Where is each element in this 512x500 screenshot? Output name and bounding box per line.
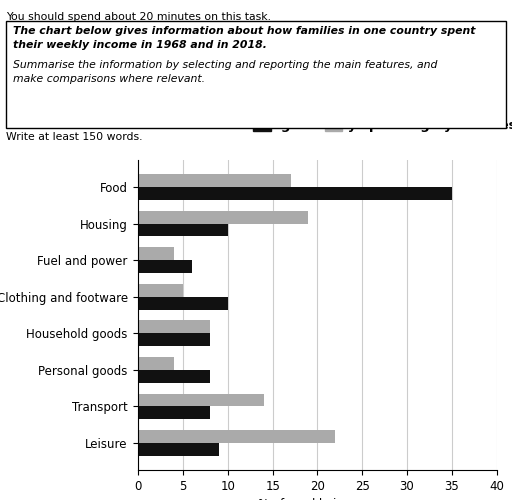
- Bar: [138, 406, 210, 420]
- Bar: [138, 284, 183, 296]
- Bar: [138, 210, 308, 224]
- Title: 1968 and 2018: average weekly spending by families: 1968 and 2018: average weekly spending b…: [118, 120, 512, 132]
- Bar: [138, 260, 192, 273]
- Text: Summarise the information by selecting and reporting the main features, and
make: Summarise the information by selecting a…: [13, 60, 437, 84]
- Bar: [138, 187, 452, 200]
- Bar: [138, 248, 174, 260]
- Text: The chart below gives information about how families in one country spent
their : The chart below gives information about …: [13, 26, 475, 50]
- Bar: [138, 443, 219, 456]
- Bar: [138, 430, 335, 443]
- Bar: [138, 296, 228, 310]
- Bar: [138, 370, 210, 382]
- Bar: [138, 174, 291, 187]
- Text: You should spend about 20 minutes on this task.: You should spend about 20 minutes on thi…: [6, 12, 271, 22]
- Legend: 1968, 2018: 1968, 2018: [249, 115, 386, 137]
- Bar: [138, 334, 210, 346]
- Bar: [138, 357, 174, 370]
- Bar: [138, 224, 228, 236]
- X-axis label: % of weekly income: % of weekly income: [259, 498, 376, 500]
- Bar: [138, 320, 210, 334]
- Bar: [138, 394, 264, 406]
- Text: Write at least 150 words.: Write at least 150 words.: [6, 132, 143, 142]
